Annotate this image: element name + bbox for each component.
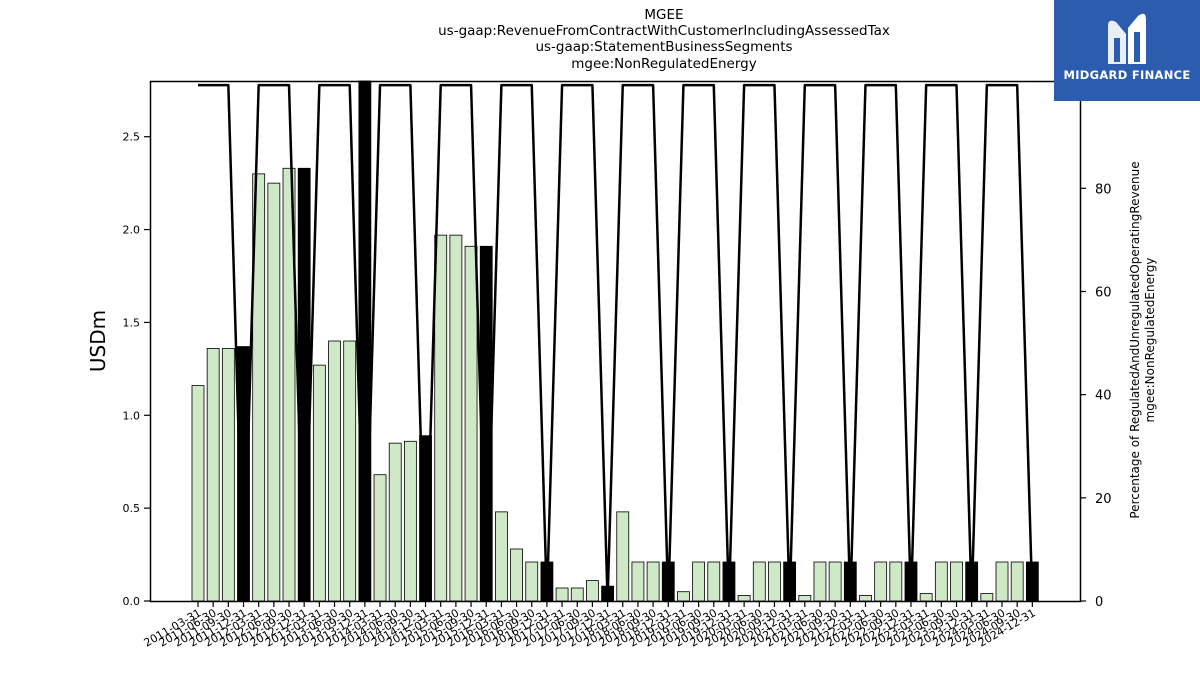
bar (859, 595, 872, 602)
bar (267, 182, 281, 602)
bar (889, 561, 903, 602)
y-tick-label: 1.0 (123, 409, 141, 422)
bar (828, 561, 842, 602)
y2-tick-label: 80 (1095, 182, 1112, 197)
y-axis-label: USDm (86, 309, 110, 373)
bar (631, 561, 645, 602)
bar (616, 511, 630, 602)
bar (692, 561, 706, 602)
bar (570, 587, 584, 602)
y-tick-label: 2.0 (123, 224, 141, 237)
y2-tick-label: 0 (1095, 595, 1103, 610)
bar (449, 234, 463, 602)
bar (950, 561, 963, 602)
bar (995, 561, 1009, 602)
bar (737, 595, 751, 602)
logo-text: MIDGARD FINANCE (1063, 68, 1191, 82)
bar (343, 340, 357, 602)
bar (434, 234, 448, 602)
chart-title-line-4: mgee:NonRegulatedEnergy (571, 56, 757, 72)
bar (586, 580, 599, 602)
y2-tick-label: 60 (1095, 285, 1112, 300)
y2-tick-label: 40 (1095, 389, 1112, 404)
bar (373, 474, 387, 602)
logo-mark-icon (1108, 13, 1146, 65)
bar (919, 593, 933, 602)
chart-title-line-1: MGEE (644, 7, 684, 23)
plot-frame (149, 80, 1082, 603)
chart-title-line-3: us-gaap:StatementBusinessSegments (535, 39, 793, 55)
bar (464, 245, 478, 602)
bar (813, 561, 827, 602)
bar (388, 442, 402, 602)
bar (646, 561, 660, 602)
brand-logo: MIDGARD FINANCE (1054, 0, 1200, 101)
percentage-line (198, 83, 1034, 603)
bar (191, 385, 205, 602)
bar (768, 561, 781, 602)
y2-axis-label-line-2: mgee:NonRegulatedEnergy (1143, 257, 1157, 423)
bar (221, 348, 235, 602)
bar-highlight (297, 167, 311, 602)
y2-axis-label-line-1: Percentage of RegulatedAndUnregulatedOpe… (1128, 161, 1142, 519)
bar (206, 348, 220, 602)
y-axis-left: 0.0 0.5 1.0 1.5 2.0 2.5 (123, 131, 150, 608)
bar (1010, 561, 1024, 602)
bar (403, 440, 417, 602)
bar (707, 561, 721, 602)
y-tick-label: 2.5 (123, 131, 141, 144)
bar (525, 561, 539, 602)
bar (980, 593, 994, 602)
y2-axis-label: Percentage of RegulatedAndUnregulatedOpe… (1128, 161, 1158, 518)
bar-highlight (358, 80, 372, 602)
x-axis: 2011-03-312011-06-302011-09-302011-12-31… (142, 601, 1038, 650)
bar (934, 561, 948, 602)
bar (328, 340, 341, 602)
y-tick-label: 1.5 (123, 316, 141, 329)
bar (494, 511, 508, 602)
y-tick-label: 0.5 (123, 502, 141, 515)
bar (752, 561, 766, 602)
bar (798, 595, 812, 602)
y-tick-label: 0.0 (123, 595, 141, 608)
bar (677, 591, 690, 602)
bar (312, 364, 326, 602)
chart-title-line-2: us-gaap:RevenueFromContractWithCustomerI… (438, 23, 890, 39)
bar (510, 548, 523, 602)
y2-tick-label: 20 (1095, 492, 1112, 507)
bar (874, 561, 888, 602)
bar (555, 587, 569, 602)
y-axis-right: 020406080100 (1080, 79, 1120, 610)
